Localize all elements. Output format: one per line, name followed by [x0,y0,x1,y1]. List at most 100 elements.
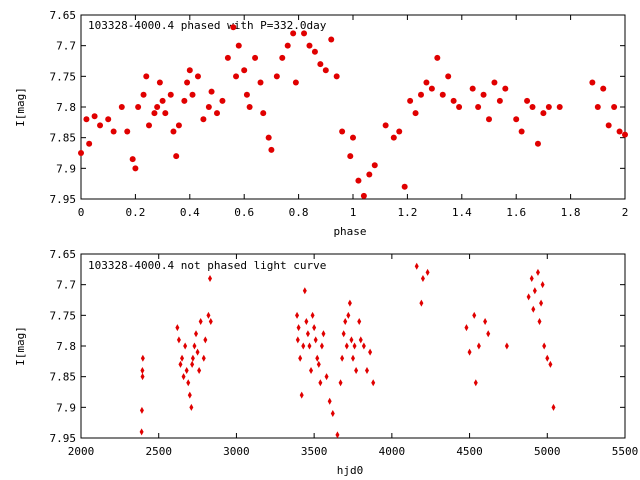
data-point [105,116,112,123]
data-point [518,128,525,135]
data-point [176,336,181,344]
data-point [330,409,335,417]
data-point [556,104,563,110]
data-point [540,281,545,289]
data-point [529,104,536,110]
data-point [159,97,166,104]
data-point [434,54,441,61]
data-point [545,354,550,362]
data-point [219,97,226,104]
data-point [496,97,503,104]
data-point [352,342,357,350]
data-point [167,91,174,98]
data-point [118,104,125,110]
data-point [355,177,362,184]
data-point [178,360,183,368]
y-tick-label: 7.7 [56,40,76,53]
data-point [129,156,136,163]
data-point [235,42,242,49]
data-point [78,150,84,156]
data-point [162,110,169,117]
data-point [616,128,623,135]
data-point [368,348,373,356]
data-point [189,91,196,98]
data-point [284,42,291,49]
data-point [322,67,329,74]
data-point [309,367,314,375]
x-axis-label: phase [333,225,366,238]
data-point [192,342,197,350]
data-point [317,61,324,68]
data-point [305,330,310,338]
data-point [534,140,541,147]
data-point [361,342,366,350]
data-point [205,104,212,110]
x-tick-label: 0 [78,206,85,219]
data-point [343,317,348,325]
data-point [347,299,352,307]
data-point [425,268,430,276]
unphased-light-curve-panel: 103328-4000.4 not phased light curve hjd… [14,248,638,477]
data-point [483,317,488,325]
data-point [189,403,194,411]
data-point [279,54,286,61]
data-point [173,153,180,160]
x-tick-label: 1.8 [561,206,581,219]
data-point [243,91,250,98]
data-point [371,162,378,169]
data-point [306,42,313,49]
data-point [83,116,90,123]
data-point [502,85,509,92]
data-point [531,305,536,313]
data-point [418,91,424,98]
data-point [414,262,419,270]
data-point [140,91,147,98]
data-point [480,91,487,98]
data-point [241,67,248,74]
data-point [464,324,469,332]
x-tick-label: 0.6 [234,206,254,219]
data-point [180,354,185,362]
data-point [537,317,542,325]
data-point [328,36,335,43]
data-point [110,128,117,135]
data-point [186,379,191,387]
data-point [611,104,618,110]
chart-title: 103328-4000.4 phased with P=332.0day [88,19,327,32]
x-tick-label: 1.4 [452,206,472,219]
x-tick-label: 0.4 [180,206,200,219]
data-point [327,397,332,405]
data-point [295,336,300,344]
data-point [407,97,414,104]
data-point [140,373,145,381]
data-point [186,67,193,74]
data-point [390,134,397,141]
data-point [197,367,202,375]
data-point [358,336,363,344]
data-point [532,287,537,295]
data-point [206,311,211,319]
x-tick-label: 1.2 [397,206,417,219]
data-point [260,110,267,117]
data-point [135,104,142,110]
data-point [445,73,452,80]
data-point [419,299,424,307]
data-point [139,406,144,414]
y-tick-label: 7.95 [50,432,77,445]
axis-ticks: 0 0.2 0.4 0.6 0.8 1 1.2 1.4 1.6 1.8 2 7.65 7.7 7.75 7.… [50,9,629,219]
data-point [273,73,280,80]
x-tick-label: 4000 [379,445,406,458]
data-point [335,431,340,439]
data-point [140,354,145,362]
data-point [200,116,207,123]
data-point [301,342,306,350]
x-tick-label: 5000 [534,445,561,458]
y-tick-label: 7.65 [50,248,77,261]
data-point [268,146,275,153]
data-point [548,360,553,368]
y-tick-label: 7.95 [50,193,77,206]
data-point [539,299,544,307]
data-point [396,128,403,135]
data-point [524,97,531,104]
data-point [382,122,389,129]
